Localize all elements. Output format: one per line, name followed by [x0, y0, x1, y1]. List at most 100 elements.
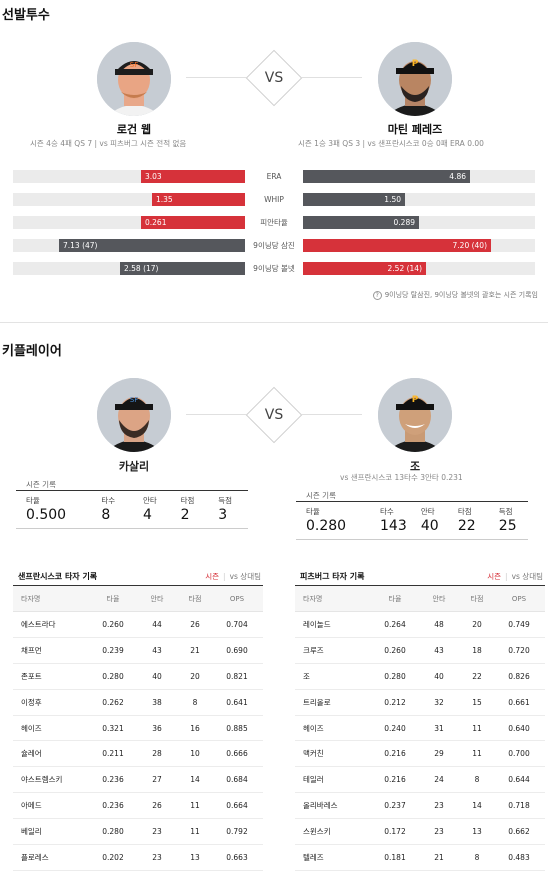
batter-name[interactable]: 맥커친	[303, 749, 324, 759]
batter-stat: 0.483	[508, 853, 530, 863]
stat-key: 득점	[498, 507, 513, 516]
stat-label: 9이닝당 삼진	[253, 241, 295, 250]
table-row[interactable]: 야스트렘스키 0.236 27 14 0.684	[13, 767, 263, 794]
home-stat-value: 0.289	[303, 216, 419, 229]
batter-name[interactable]: 아메드	[21, 801, 42, 811]
batter-stat: 8	[474, 853, 480, 863]
table-row[interactable]: 올리바레스 0.237 23 14 0.718	[295, 793, 545, 820]
batter-name[interactable]: 존포트	[21, 671, 42, 681]
stat-value: 8	[101, 507, 111, 523]
away-stat-value: 0.261	[141, 216, 245, 229]
key-player-stat: 타점 2	[181, 495, 219, 523]
key-player-stat: 타수 8	[101, 495, 143, 523]
table-row[interactable]: 맥커친 0.216 29 11 0.700	[295, 741, 545, 768]
batter-name[interactable]: 스윈스키	[303, 827, 331, 837]
batter-stat: 0.264	[384, 620, 406, 629]
batter-name[interactable]: 이정후	[21, 697, 42, 707]
home-pitcher-avatar[interactable]: P	[378, 42, 452, 116]
home-key-player-avatar[interactable]: P	[378, 378, 452, 452]
table-row[interactable]: 크루즈 0.260 43 18 0.720	[295, 638, 545, 664]
batter-name[interactable]: 텔레즈	[303, 853, 324, 863]
table-row[interactable]: 레이놀드 0.264 48 20 0.749	[295, 612, 545, 638]
away-key-player-name[interactable]: 카살리	[118, 460, 150, 473]
info-icon: ?	[372, 290, 382, 300]
season-record-caption: 시즌 기록	[16, 478, 248, 491]
table-row[interactable]: 트리올로 0.212 32 15 0.661	[295, 690, 545, 716]
home-pitcher-name[interactable]: 마틴 페레즈	[387, 123, 443, 136]
table-row[interactable]: 이정후 0.262 38 8 0.641	[13, 690, 263, 716]
batter-stat: 21	[190, 645, 200, 655]
batter-stat: 27	[152, 775, 162, 785]
svg-text:P: P	[412, 59, 419, 69]
tab-vs-opponent[interactable]: vs 상대팀	[229, 572, 261, 581]
batter-name[interactable]: 플로레스	[21, 853, 49, 863]
batter-stat: 0.690	[226, 645, 248, 655]
table-row[interactable]: 텔레즈 0.181 21 8 0.483	[295, 845, 545, 871]
stat-label: 9이닝당 볼넷	[253, 264, 295, 273]
batter-stat: 0.237	[384, 801, 406, 811]
batter-name[interactable]: 헤이즈	[21, 723, 42, 733]
table-row[interactable]: 슐레어 0.211 28 10 0.666	[13, 741, 263, 768]
stat-bar-row: 3.03 4.86 ERA	[13, 170, 535, 183]
batter-name[interactable]: 테일러	[303, 775, 324, 785]
batter-name[interactable]: 트리올로	[303, 697, 331, 707]
batter-stat: 0.666	[226, 749, 248, 759]
table-row[interactable]: 조 0.280 40 22 0.826	[295, 664, 545, 690]
batter-stat: 32	[434, 697, 444, 707]
stat-bar-row: 1.35 1.50 WHIP	[13, 193, 535, 206]
table-row[interactable]: 에스트라다 0.260 44 26 0.704	[13, 612, 263, 638]
tab-vs-opponent[interactable]: vs 상대팀	[511, 572, 543, 581]
batter-name[interactable]: 올리바레스	[303, 801, 338, 811]
batter-stat: 0.684	[226, 775, 248, 785]
away-pitcher-name[interactable]: 로건 웹	[116, 123, 152, 136]
away-pitcher-avatar[interactable]: SF	[97, 42, 171, 116]
batter-stat: 0.172	[384, 827, 406, 837]
batter-stat: 31	[434, 723, 444, 733]
stat-value: 143	[380, 518, 407, 534]
table-row[interactable]: 헤이즈 0.240 31 11 0.640	[295, 716, 545, 742]
batter-stat: 0.644	[508, 775, 530, 785]
table-row[interactable]: 존포트 0.280 40 20 0.821	[13, 664, 263, 690]
batter-stat: 0.661	[508, 697, 530, 707]
table-row[interactable]: 채프먼 0.239 43 21 0.690	[13, 638, 263, 664]
tab-season[interactable]: 시즌	[487, 572, 502, 581]
batter-stat: 0.260	[102, 620, 124, 629]
batter-name[interactable]: 조	[303, 671, 310, 681]
batter-stat: 0.260	[384, 645, 406, 655]
home-key-player-name[interactable]: 조	[409, 460, 421, 473]
home-stat-value: 7.20 (40)	[303, 239, 491, 252]
tab-season[interactable]: 시즌	[205, 572, 220, 581]
key-players-title: 키플레이어	[2, 344, 62, 359]
away-key-player-avatar[interactable]: SF	[97, 378, 171, 452]
batter-name[interactable]: 슐레어	[21, 749, 42, 759]
batter-name[interactable]: 헤이즈	[303, 723, 324, 733]
table-row[interactable]: 아메드 0.236 26 11 0.664	[13, 793, 263, 820]
batter-stat: 20	[472, 620, 482, 629]
key-player-stat: 타율 0.500	[26, 495, 101, 523]
table-row[interactable]: 스윈스키 0.172 23 13 0.662	[295, 819, 545, 846]
batter-name[interactable]: 레이놀드	[303, 620, 331, 629]
batter-stat: 0.662	[508, 827, 530, 837]
table-row[interactable]: 플로레스 0.202 23 13 0.663	[13, 845, 263, 871]
batter-stat: 43	[152, 645, 162, 655]
batter-name[interactable]: 에스트라다	[21, 620, 56, 629]
table-row[interactable]: 베일리 0.280 23 11 0.792	[13, 819, 263, 846]
table-header: 타자명 타율 안타 타점 OPS	[13, 586, 263, 612]
batter-name[interactable]: 야스트렘스키	[21, 775, 63, 785]
batter-stat: 48	[434, 620, 444, 629]
batter-stat: 43	[434, 645, 444, 655]
stat-key: 타점	[457, 507, 472, 516]
stat-key: 타수	[380, 507, 394, 516]
table-row[interactable]: 테일러 0.216 24 8 0.644	[295, 767, 545, 794]
stat-label: WHIP	[264, 195, 284, 204]
key-player-stat: 득점 3	[218, 495, 248, 523]
batter-name[interactable]: 베일리	[21, 827, 42, 837]
batter-name[interactable]: 채프먼	[21, 645, 42, 655]
batter-name[interactable]: 크루즈	[303, 645, 324, 655]
batter-stat: 0.236	[102, 801, 124, 811]
batter-stat: 13	[190, 853, 200, 863]
batter-stat: 11	[190, 827, 200, 837]
home-batter-table: 피츠버그 타자 기록 시즌 | vs 상대팀 타자명 타율 안타 타점 OPS 레이…	[295, 568, 545, 871]
table-row[interactable]: 헤이즈 0.321 36 16 0.885	[13, 716, 263, 742]
home-stat-value: 2.52 (14)	[303, 262, 426, 275]
